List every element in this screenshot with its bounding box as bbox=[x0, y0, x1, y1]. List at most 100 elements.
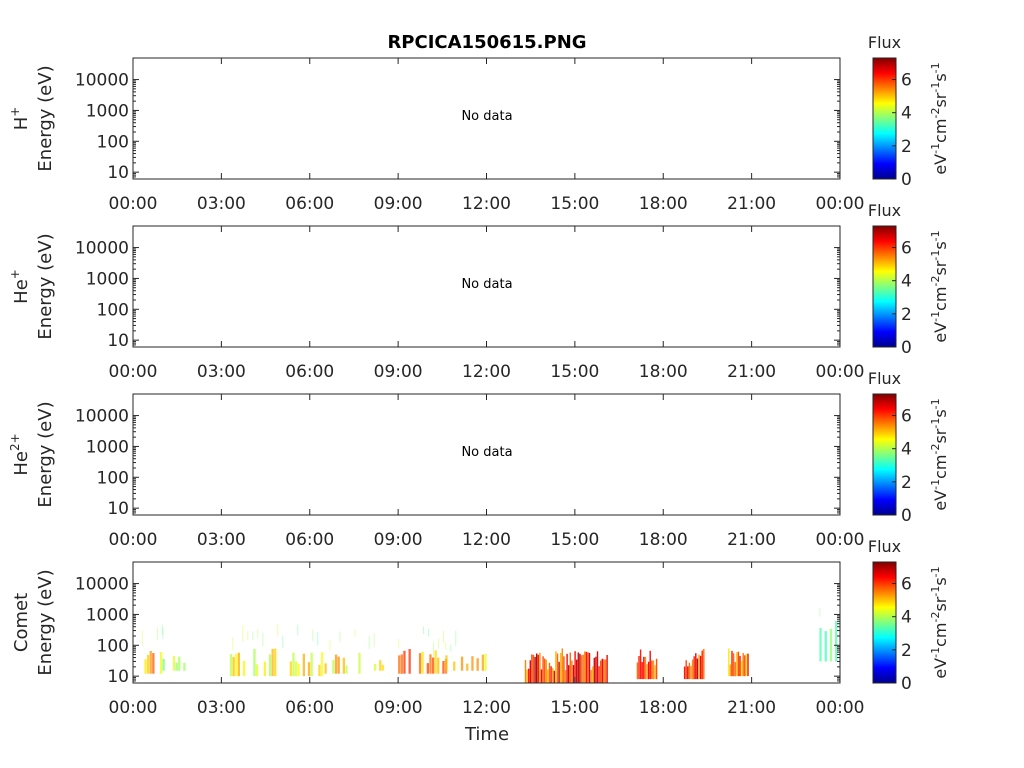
y-tick-label: 100 bbox=[97, 636, 129, 656]
flux-stripe bbox=[564, 670, 567, 683]
x-tick-label: 06:00 bbox=[285, 194, 334, 214]
flux-stripe bbox=[732, 653, 735, 677]
flux-haze bbox=[257, 629, 259, 639]
flux-stripe bbox=[434, 650, 437, 674]
flux-stripe bbox=[460, 656, 464, 671]
x-tick-label: 12:00 bbox=[462, 698, 511, 718]
flux-haze bbox=[252, 631, 254, 640]
colorbar-units: eV-1cm-2sr-1s-1 bbox=[929, 230, 950, 342]
flux-stripe bbox=[445, 655, 448, 671]
y-tick-label: 1000 bbox=[86, 437, 129, 457]
colorbar-tick-label: 2 bbox=[901, 305, 912, 325]
flux-haze bbox=[339, 631, 341, 642]
no-data-message: No data bbox=[461, 109, 512, 124]
flux-stripe bbox=[561, 648, 563, 683]
flux-haze bbox=[317, 632, 319, 646]
flux-haze bbox=[398, 639, 400, 649]
flux-stripe bbox=[728, 648, 730, 677]
flux-stripe bbox=[253, 649, 256, 677]
x-tick-label: 03:00 bbox=[197, 362, 246, 382]
flux-stripe bbox=[703, 648, 705, 680]
y-tick-label: 100 bbox=[97, 300, 129, 320]
flux-stripe bbox=[426, 663, 429, 674]
flux-stripe bbox=[147, 654, 150, 674]
colorbar-tick-label: 6 bbox=[901, 71, 912, 91]
flux-stripe bbox=[539, 652, 541, 683]
flux-stripe bbox=[442, 661, 445, 674]
flux-stripe bbox=[358, 652, 361, 674]
flux-stripe bbox=[292, 652, 295, 677]
flux-stripe bbox=[334, 654, 338, 674]
flux-haze bbox=[819, 608, 821, 617]
flux-haze bbox=[232, 637, 234, 651]
y-tick-label: 10 bbox=[107, 163, 129, 183]
x-tick-label: 21:00 bbox=[727, 362, 776, 382]
flux-stripe bbox=[572, 665, 575, 683]
flux-stripe bbox=[324, 663, 327, 674]
flux-haze bbox=[242, 625, 244, 642]
flux-haze bbox=[161, 624, 163, 635]
flux-stripe bbox=[590, 669, 592, 683]
flux-stripe bbox=[691, 659, 694, 680]
x-tick-label: 03:00 bbox=[197, 698, 246, 718]
flux-stripe bbox=[588, 652, 591, 683]
flux-stripe bbox=[152, 653, 155, 674]
x-tick-label: 00:00 bbox=[109, 530, 158, 550]
flux-stripe bbox=[149, 651, 152, 674]
x-tick-label: 06:00 bbox=[285, 362, 334, 382]
flux-stripe bbox=[566, 653, 568, 683]
flux-stripe bbox=[545, 659, 547, 683]
flux-stripe bbox=[596, 651, 599, 683]
flux-stripe bbox=[534, 657, 536, 683]
x-tick-label: 15:00 bbox=[550, 698, 599, 718]
figure-title: RPCICA150615.PNG bbox=[387, 32, 586, 53]
flux-stripe bbox=[453, 661, 456, 671]
flux-stripe bbox=[638, 656, 640, 680]
y-tick-label: 1000 bbox=[86, 269, 129, 289]
flux-stripe bbox=[646, 664, 648, 680]
colorbar: Flux 0 2 4 6 eV-1cm-2sr-1s-1 bbox=[868, 537, 950, 694]
flux-stripe bbox=[550, 666, 552, 683]
flux-stripe bbox=[636, 662, 639, 680]
x-tick-label: 09:00 bbox=[374, 698, 423, 718]
x-tick-label: 00:00 bbox=[109, 362, 158, 382]
y-axis-label: Energy (eV) bbox=[35, 569, 56, 675]
flux-stripe bbox=[342, 657, 345, 674]
flux-stripe bbox=[835, 620, 838, 662]
flux-stripe bbox=[437, 657, 440, 674]
colorbar-tick-label: 4 bbox=[901, 440, 912, 460]
flux-haze bbox=[373, 633, 375, 648]
x-tick-label: 21:00 bbox=[727, 530, 776, 550]
x-tick-label: 21:00 bbox=[727, 194, 776, 214]
flux-stripe bbox=[471, 656, 474, 671]
flux-stripe bbox=[649, 650, 651, 680]
colorbar-tick-label: 4 bbox=[901, 272, 912, 292]
colorbar-tick-label: 6 bbox=[901, 575, 912, 595]
y-tick-label: 10000 bbox=[75, 239, 129, 259]
flux-stripe bbox=[647, 661, 650, 680]
flux-stripe bbox=[576, 659, 578, 683]
flux-stripe bbox=[297, 663, 300, 677]
y-tick-label: 100 bbox=[97, 132, 129, 152]
flux-stripe bbox=[643, 656, 645, 680]
flux-stripe bbox=[745, 654, 748, 677]
flux-stripe bbox=[481, 654, 484, 671]
species-label: He2+ bbox=[8, 433, 32, 475]
colorbar-tick-label: 0 bbox=[901, 170, 912, 190]
flux-haze bbox=[329, 640, 331, 651]
flux-stripe bbox=[644, 656, 647, 680]
flux-stripe bbox=[237, 652, 240, 677]
flux-stripe bbox=[699, 655, 702, 680]
panel-2: 10 100 1000 10000 00:00 03:00 06:00 09:00 12:00 1… bbox=[8, 201, 950, 382]
y-tick-label: 1000 bbox=[86, 101, 129, 121]
flux-stripe bbox=[531, 654, 533, 683]
flux-stripe bbox=[542, 656, 544, 683]
flux-stripe bbox=[373, 663, 377, 671]
flux-stripe bbox=[592, 666, 594, 683]
flux-stripe bbox=[310, 652, 313, 677]
flux-stripe bbox=[683, 666, 686, 680]
flux-stripe bbox=[744, 655, 746, 677]
flux-haze bbox=[368, 635, 370, 650]
y-axis-label: Energy (eV) bbox=[35, 233, 56, 339]
